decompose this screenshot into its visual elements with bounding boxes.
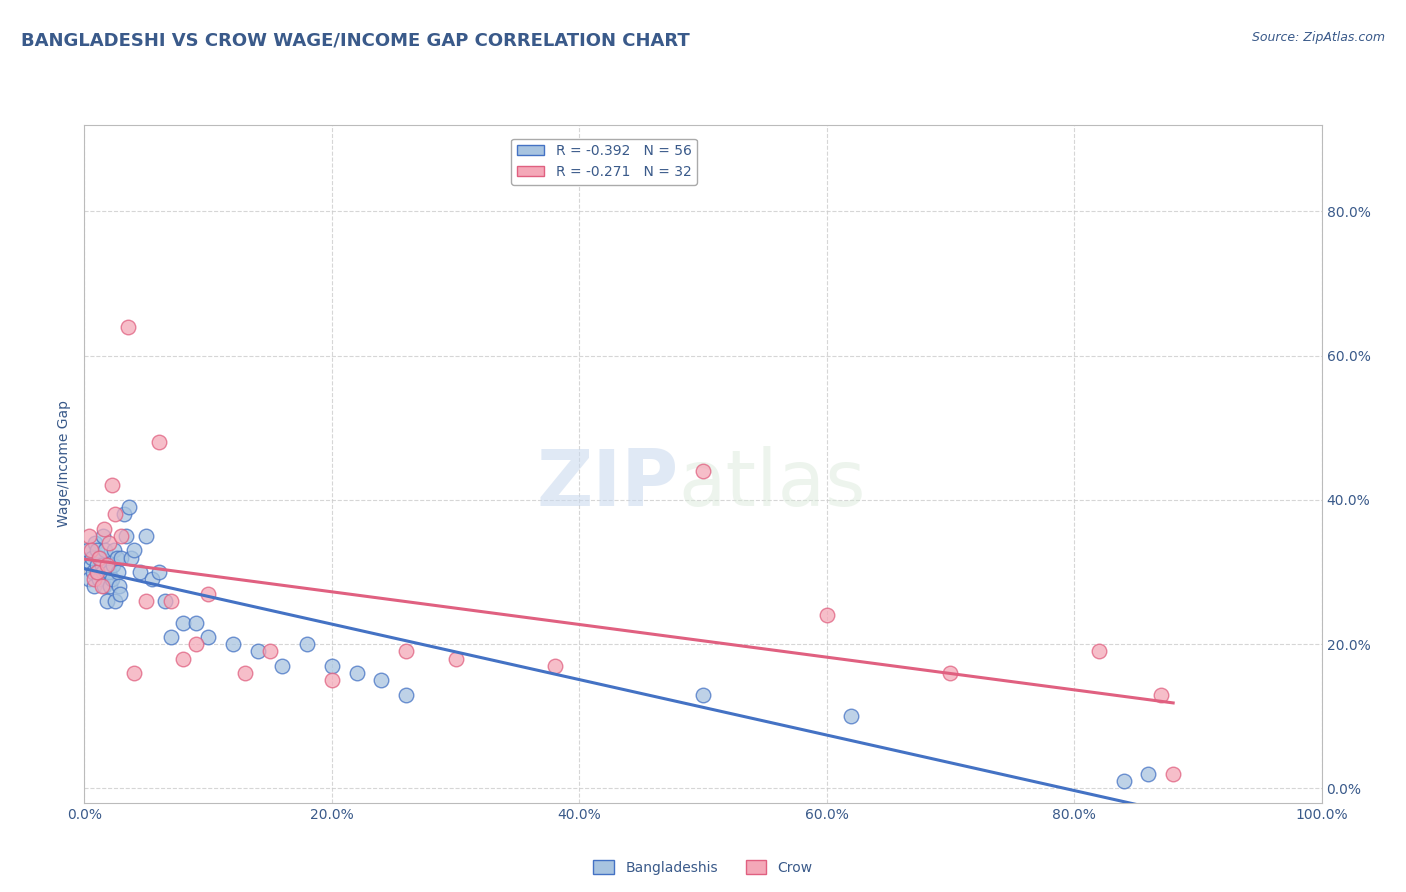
Point — [395, 688, 418, 702]
Point — [1112, 774, 1135, 789]
Point — [153, 594, 176, 608]
Point — [79, 543, 101, 558]
Point — [692, 464, 714, 478]
Point — [89, 550, 111, 565]
Point — [259, 644, 281, 658]
Point — [104, 508, 127, 522]
Point — [79, 558, 101, 572]
Point — [122, 665, 145, 680]
Point — [105, 550, 128, 565]
Point — [1161, 767, 1184, 781]
Point — [96, 558, 118, 572]
Point — [172, 615, 194, 630]
Point — [80, 550, 103, 565]
Point — [815, 608, 838, 623]
Point — [692, 688, 714, 702]
Point — [370, 673, 392, 688]
Point — [120, 550, 142, 565]
Point — [83, 579, 105, 593]
Point — [543, 658, 565, 673]
Point — [100, 572, 122, 586]
Point — [82, 565, 104, 579]
Text: atlas: atlas — [678, 446, 866, 522]
Point — [87, 565, 110, 579]
Point — [148, 435, 170, 450]
Point — [107, 565, 129, 579]
Point — [91, 565, 114, 579]
Point — [148, 565, 170, 579]
Point — [100, 478, 122, 492]
Point — [90, 558, 112, 572]
Point — [160, 630, 183, 644]
Point — [271, 658, 294, 673]
Point — [117, 319, 139, 334]
Point — [79, 529, 101, 543]
Point — [197, 630, 219, 644]
Point — [96, 594, 118, 608]
Point — [115, 529, 138, 543]
Point — [108, 579, 131, 593]
Point — [122, 543, 145, 558]
Point — [89, 572, 111, 586]
Point — [98, 579, 121, 593]
Point — [135, 594, 157, 608]
Point — [93, 522, 115, 536]
Point — [98, 536, 121, 550]
Point — [233, 665, 256, 680]
Point — [444, 651, 467, 665]
Point — [1137, 767, 1160, 781]
Point — [79, 572, 101, 586]
Point — [346, 665, 368, 680]
Point — [90, 579, 112, 593]
Point — [86, 558, 108, 572]
Point — [160, 594, 183, 608]
Point — [112, 508, 135, 522]
Point — [135, 529, 157, 543]
Point — [98, 565, 121, 579]
Point — [172, 651, 194, 665]
Point — [141, 572, 163, 586]
Point — [110, 550, 132, 565]
Point — [101, 558, 124, 572]
Point — [110, 529, 132, 543]
Point — [104, 594, 127, 608]
Point — [295, 637, 318, 651]
Point — [86, 565, 108, 579]
Point — [110, 587, 132, 601]
Point — [83, 572, 105, 586]
Point — [89, 550, 111, 565]
Point — [77, 543, 100, 558]
Point — [321, 658, 343, 673]
Point — [129, 565, 152, 579]
Point — [103, 543, 125, 558]
Point — [118, 500, 141, 515]
Point — [841, 709, 863, 723]
Legend: Bangladeshis, Crow: Bangladeshis, Crow — [588, 855, 818, 880]
Point — [321, 673, 343, 688]
Point — [84, 536, 107, 550]
Legend: R = -0.392   N = 56, R = -0.271   N = 32: R = -0.392 N = 56, R = -0.271 N = 32 — [510, 138, 697, 185]
Point — [94, 543, 117, 558]
Point — [197, 587, 219, 601]
Text: BANGLADESHI VS CROW WAGE/INCOME GAP CORRELATION CHART: BANGLADESHI VS CROW WAGE/INCOME GAP CORR… — [21, 31, 690, 49]
Point — [86, 543, 108, 558]
Point — [1150, 688, 1173, 702]
Point — [97, 558, 120, 572]
Point — [184, 637, 207, 651]
Point — [91, 529, 114, 543]
Point — [939, 665, 962, 680]
Point — [93, 579, 115, 593]
Text: Source: ZipAtlas.com: Source: ZipAtlas.com — [1251, 31, 1385, 45]
Point — [395, 644, 418, 658]
Y-axis label: Wage/Income Gap: Wage/Income Gap — [58, 401, 72, 527]
Point — [222, 637, 245, 651]
Point — [1088, 644, 1111, 658]
Point — [184, 615, 207, 630]
Text: ZIP: ZIP — [536, 446, 678, 522]
Point — [246, 644, 269, 658]
